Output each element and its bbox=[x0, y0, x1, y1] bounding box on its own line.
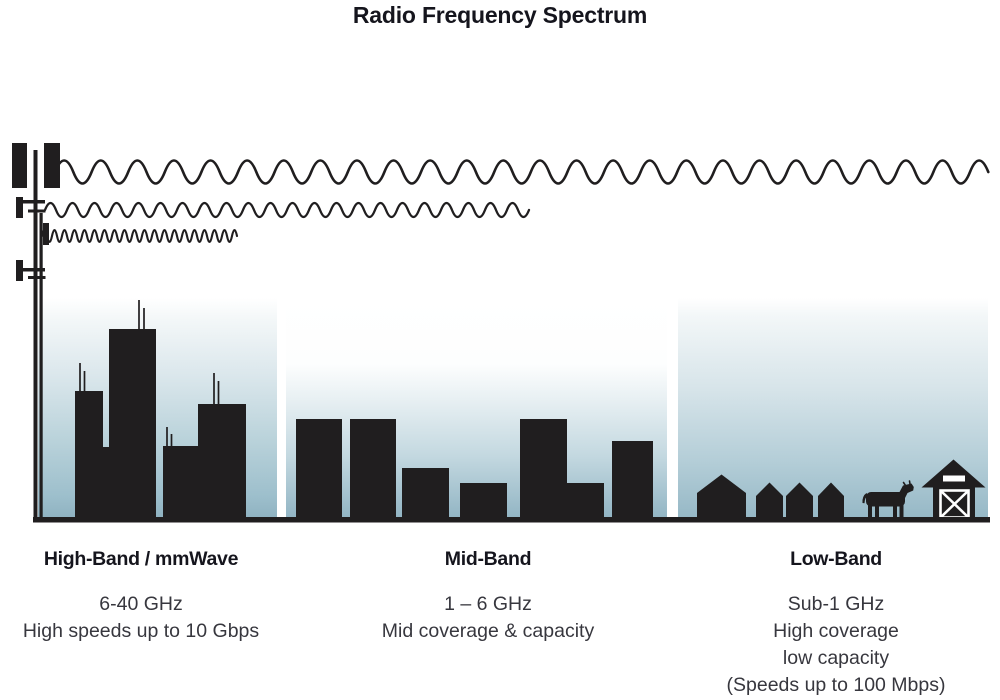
cell-tower-icon bbox=[12, 143, 60, 520]
low-band-heading: Low-Band bbox=[790, 548, 882, 570]
long-wavelength-wave-icon bbox=[53, 159, 990, 185]
midrise-buildings-icon bbox=[296, 419, 653, 518]
mid-band-heading: Mid-Band bbox=[444, 548, 532, 570]
high-band-description: 6-40 GHz High speeds up to 10 Gbps bbox=[10, 591, 272, 645]
page-title: Radio Frequency Spectrum bbox=[352, 2, 648, 28]
low-band-label: Low-Band Sub-1 GHz High coverage low cap… bbox=[706, 548, 966, 699]
medium-wavelength-wave-icon bbox=[43, 201, 531, 219]
high-band-label: High-Band / mmWave 6-40 GHz High speeds … bbox=[10, 548, 272, 645]
ground-baseline bbox=[33, 517, 990, 523]
barn-hayloft-door bbox=[943, 475, 965, 482]
rooftop-antennas bbox=[79, 300, 220, 447]
houses-icon bbox=[697, 474, 844, 518]
city-skyline-icon bbox=[75, 300, 246, 518]
high-band-speed: High speeds up to 10 Gbps bbox=[22, 620, 260, 642]
spectrum-scene bbox=[12, 143, 990, 523]
mid-band-coverage: Mid coverage & capacity bbox=[381, 620, 595, 642]
low-band-speed: (Speeds up to 100 Mbps) bbox=[726, 674, 946, 696]
low-band-capacity: low capacity bbox=[782, 647, 890, 669]
mid-band-sky-panel bbox=[286, 298, 667, 518]
high-band-frequency: 6-40 GHz bbox=[99, 593, 183, 615]
barn-icon bbox=[921, 459, 986, 519]
low-band-coverage: High coverage bbox=[773, 620, 899, 642]
cow-icon bbox=[862, 480, 914, 518]
short-wavelength-wave-icon bbox=[40, 228, 239, 244]
mid-band-description: 1 – 6 GHz Mid coverage & capacity bbox=[358, 591, 618, 645]
low-band-description: Sub-1 GHz High coverage low capacity (Sp… bbox=[706, 591, 966, 699]
barn-crossbuck-door bbox=[939, 489, 970, 519]
low-band-frequency: Sub-1 GHz bbox=[787, 593, 885, 615]
mid-band-frequency: 1 – 6 GHz bbox=[444, 593, 532, 615]
high-band-heading: High-Band / mmWave bbox=[43, 548, 239, 570]
radio-waves bbox=[40, 159, 990, 244]
mid-band-label: Mid-Band 1 – 6 GHz Mid coverage & capaci… bbox=[358, 548, 618, 645]
